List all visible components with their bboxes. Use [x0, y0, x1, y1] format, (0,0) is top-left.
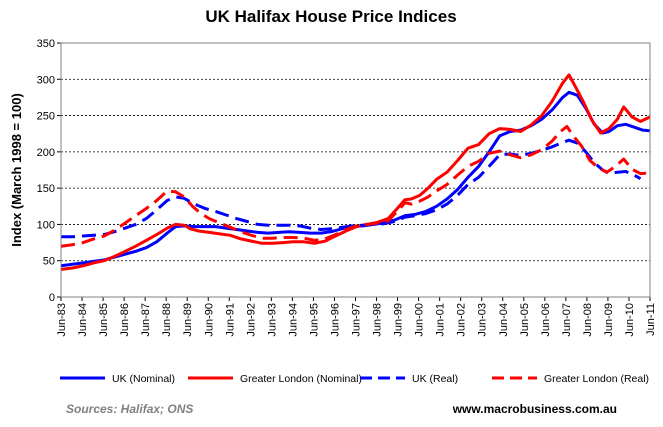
x-tick-label: Jun-86 — [119, 303, 131, 337]
y-tick-label: 150 — [37, 183, 55, 195]
x-tick-label: Jun-96 — [329, 303, 341, 337]
series-lines — [60, 73, 651, 271]
x-tick-label: Jun-05 — [519, 303, 531, 337]
y-axis: 0 50 100 150 200 250 300 350 — [37, 38, 61, 304]
x-tick-label: Jun-04 — [498, 303, 510, 337]
y-tick-label: 300 — [37, 74, 55, 86]
y-tick-label: 0 — [49, 292, 55, 304]
plot-area-border — [60, 42, 651, 298]
y-axis-label: Index (March 1998 = 100) — [9, 93, 24, 247]
x-tick-label: Jun-10 — [624, 303, 636, 337]
x-tick-label: Jun-84 — [77, 303, 89, 337]
x-tick-label: Jun-99 — [393, 303, 405, 337]
chart-title: UK Halifax House Price Indices — [205, 7, 456, 26]
legend-label: Greater London (Real) — [544, 373, 649, 385]
y-tick-label: 350 — [37, 38, 55, 50]
y-tick-label: 100 — [37, 219, 55, 231]
legend-label: UK (Real) — [412, 373, 458, 385]
x-tick-label: Jun-88 — [161, 303, 173, 337]
x-tick-label: Jun-11 — [645, 303, 657, 336]
y-tick-label: 200 — [37, 147, 55, 159]
x-tick-label: Jun-07 — [561, 303, 573, 337]
legend-label: Greater London (Nominal) — [240, 373, 362, 385]
x-tick-label: Jun-85 — [98, 303, 110, 337]
x-tick-label: Jun-95 — [308, 303, 320, 337]
series-line-4 — [60, 125, 651, 248]
x-tick-label: Jun-97 — [351, 303, 363, 337]
x-tick-label: Jun-91 — [224, 303, 236, 337]
x-tick-label: Jun-92 — [245, 303, 257, 337]
legend: UK (Nominal) Greater London (Nominal) UK (… — [60, 373, 649, 385]
x-tick-label: Jun-00 — [414, 303, 426, 337]
x-axis: Jun-83 Jun-84 Jun-85 Jun-86 Jun-87 Jun-88 Jun-… — [56, 297, 657, 337]
y-tick-label: 50 — [43, 256, 55, 268]
x-tick-label: Jun-94 — [287, 303, 299, 337]
website-credit: www.macrobusiness.com.au — [452, 402, 617, 416]
x-tick-label: Jun-83 — [56, 303, 68, 337]
x-tick-label: Jun-03 — [477, 303, 489, 337]
x-tick-label: Jun-08 — [582, 303, 594, 337]
legend-label: UK (Nominal) — [112, 373, 175, 385]
x-tick-label: Jun-90 — [203, 303, 215, 337]
series-line-3 — [61, 138, 642, 239]
x-tick-label: Jun-89 — [182, 303, 194, 337]
x-tick-label: Jun-87 — [140, 303, 152, 337]
x-tick-label: Jun-06 — [540, 303, 552, 337]
grid-lines — [61, 78, 650, 262]
x-tick-label: Jun-01 — [435, 303, 447, 337]
y-tick-label: 250 — [37, 111, 55, 123]
x-tick-label: Jun-98 — [372, 303, 384, 337]
x-tick-label: Jun-09 — [603, 303, 615, 337]
x-tick-label: Jun-93 — [266, 303, 278, 337]
x-tick-label: Jun-02 — [456, 303, 468, 337]
sources-note: Sources: Halifax; ONS — [66, 402, 193, 416]
series-line-2 — [60, 73, 651, 271]
